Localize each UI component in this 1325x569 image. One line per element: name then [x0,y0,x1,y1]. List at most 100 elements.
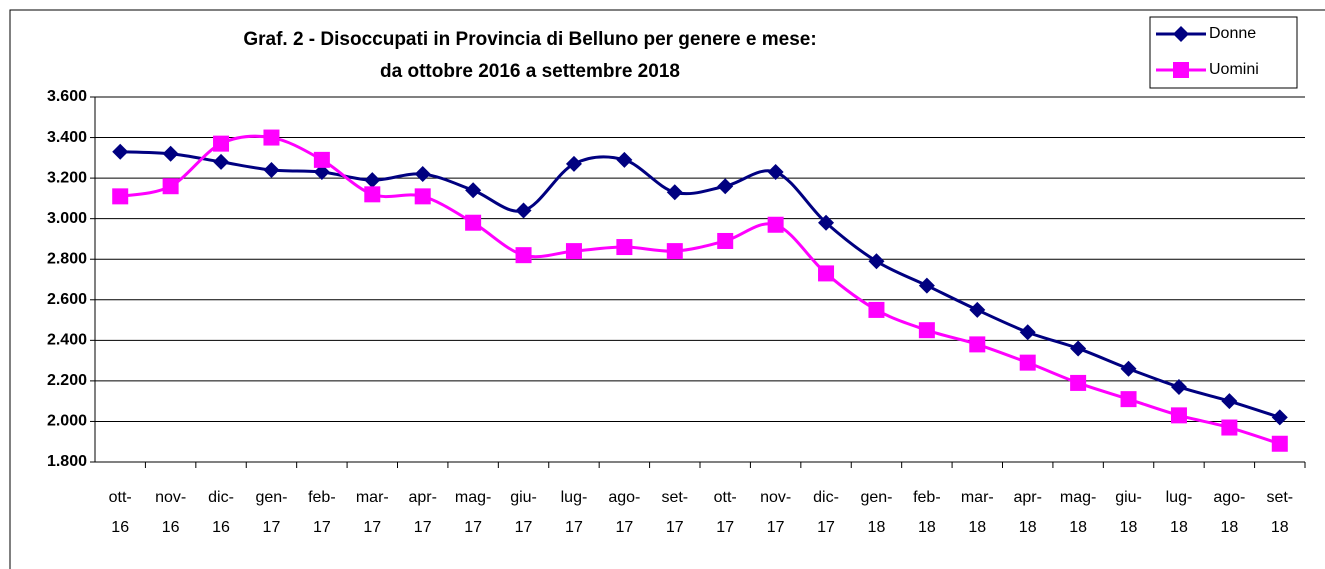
x-tick-label: apr- 17 [408,489,436,536]
x-tick-label-line: mag- [1060,489,1096,506]
marker [515,202,532,219]
chart-title: da ottobre 2016 a settembre 2018 [380,61,680,82]
y-tick-label: 2.600 [47,291,87,308]
marker [717,232,734,249]
marker [1070,340,1087,357]
marker [1019,354,1036,371]
x-tick-label-line: apr- [408,489,436,506]
x-tick-label-line: nov- [155,489,186,506]
marker [1070,374,1087,391]
x-tick-label-line: ott- [109,489,132,506]
marker [616,239,633,256]
marker [1173,62,1189,78]
marker [666,184,683,201]
marker [112,188,129,205]
marker [1019,324,1036,341]
x-tick-label-line: 17 [263,519,281,536]
marker [818,265,835,282]
x-tick-label: gen- 17 [255,489,287,536]
x-tick-label: feb- 18 [913,489,941,536]
x-tick-label-line: 18 [1120,519,1138,536]
marker [1271,409,1288,426]
x-tick-label-line: apr- [1013,489,1041,506]
x-tick-label-line: set- [661,489,688,506]
y-tick-label: 3.600 [47,88,87,105]
x-tick-label-line: 17 [464,519,482,536]
marker [868,301,885,318]
x-tick-label: apr- 18 [1013,489,1041,536]
x-tick-label-line: 16 [111,519,129,536]
x-tick-label-line: giu- [1115,489,1142,506]
x-tick-label-line: 17 [363,519,381,536]
marker [767,216,784,233]
x-tick-label-line: 17 [414,519,432,536]
x-tick-label-line: feb- [913,489,941,506]
x-tick-label-line: ott- [714,489,737,506]
x-tick-label-line: 17 [817,519,835,536]
x-tick-label: ott- 16 [109,489,132,536]
x-tick-label-line: 17 [615,519,633,536]
marker [969,336,986,353]
marker [263,129,280,146]
x-tick-label-line: 18 [868,519,886,536]
x-tick-label: mag- 18 [1060,489,1096,536]
marker [313,164,330,181]
marker [1271,435,1288,452]
y-tick-label: 3.200 [47,169,87,186]
marker [414,166,431,183]
y-tick-label: 2.000 [47,413,87,430]
marker [767,164,784,181]
x-tick-label-line: 16 [162,519,180,536]
x-tick-label-line: mar- [961,489,994,506]
x-tick-label: set- 18 [1266,489,1293,536]
y-tick-label: 3.400 [47,129,87,146]
marker [465,182,482,199]
marker [1173,26,1189,42]
marker [565,243,582,260]
marker [1120,391,1137,408]
x-tick-label-line: 17 [565,519,583,536]
marker [162,178,179,195]
x-tick-label: nov- 16 [155,489,186,536]
x-tick-label-line: lug- [1166,489,1193,506]
x-tick-label-line: 18 [1069,519,1087,536]
marker [112,143,129,160]
x-tick-label-line: gen- [255,489,287,506]
marker [162,145,179,162]
x-tick-label: ago- 17 [608,489,640,536]
x-tick-label: lug- 18 [1166,489,1193,536]
x-tick-label: dic- 17 [813,489,839,536]
x-tick-label: dic- 16 [208,489,234,536]
x-tick-label-line: 17 [767,519,785,536]
x-tick-label-line: ago- [1213,489,1245,506]
x-tick-label-line: 16 [212,519,230,536]
chart-frame [9,9,1325,569]
marker [313,151,330,168]
x-tick-label: nov- 17 [760,489,791,536]
marker [868,253,885,270]
marker [818,214,835,231]
x-tick-label-line: dic- [813,489,839,506]
x-tick-label: ott- 17 [714,489,737,536]
x-tick-label-line: ago- [608,489,640,506]
marker [1221,419,1238,436]
y-tick-label: 2.200 [47,372,87,389]
x-tick-label-line: gen- [860,489,892,506]
marker [918,322,935,339]
marker [1170,378,1187,395]
x-tick-label-line: mar- [356,489,389,506]
legend-label: Uomini [1209,61,1259,78]
x-tick-label: mar- 18 [961,489,994,536]
x-tick-label: set- 17 [661,489,688,536]
marker [364,172,381,189]
marker [969,301,986,318]
x-tick-label-line: 18 [1019,519,1037,536]
marker [213,135,230,152]
y-tick-label: 3.000 [47,210,87,227]
marker [616,151,633,168]
x-tick-label-line: 17 [716,519,734,536]
x-tick-label: lug- 17 [561,489,588,536]
x-tick-label: mar- 17 [356,489,389,536]
marker [918,277,935,294]
